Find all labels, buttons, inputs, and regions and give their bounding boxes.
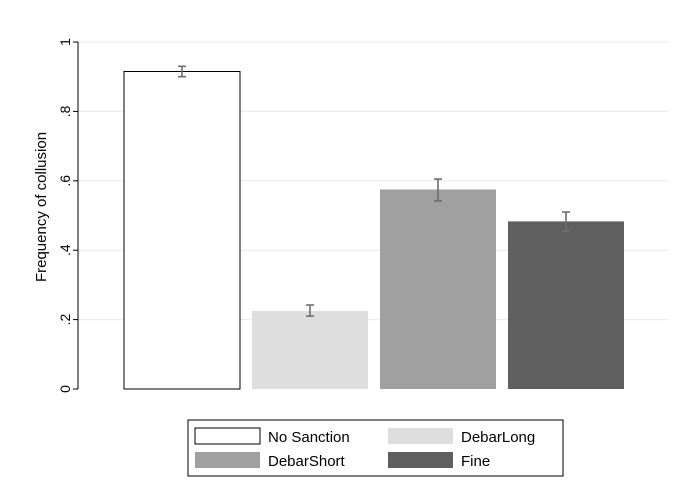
- y-tick-label: .4: [57, 244, 73, 256]
- y-axis-title: Frequency of collusion: [33, 132, 50, 282]
- error-bar: [434, 178, 442, 202]
- error-bar: [178, 65, 186, 78]
- y-axis: 0 .2 .4 .6 .8 1: [57, 38, 79, 393]
- bar-no-sanction: [123, 70, 241, 390]
- legend: No Sanction DebarLong DebarShort Fine: [187, 419, 564, 477]
- legend-swatch: [388, 428, 453, 444]
- bar-debarshort: [380, 189, 496, 389]
- y-tick-label: 1: [57, 38, 73, 46]
- bars: [123, 70, 624, 390]
- y-tick-label: 0: [57, 385, 73, 393]
- legend-swatch: [195, 452, 260, 468]
- legend-swatch: [388, 452, 453, 468]
- bar-fine: [508, 221, 624, 389]
- legend-label: DebarLong: [461, 429, 535, 446]
- error-bar: [306, 304, 314, 317]
- error-bar: [562, 211, 570, 232]
- bar-debarlong: [252, 310, 368, 389]
- y-tick-label: .6: [57, 175, 73, 187]
- error-bars: [178, 65, 570, 317]
- legend-label: No Sanction: [268, 429, 350, 446]
- legend-label: DebarShort: [268, 453, 346, 470]
- legend-swatch: [194, 427, 261, 445]
- legend-label: Fine: [461, 453, 490, 470]
- y-tick-label: .8: [57, 105, 73, 117]
- y-tick-label: .2: [57, 314, 73, 326]
